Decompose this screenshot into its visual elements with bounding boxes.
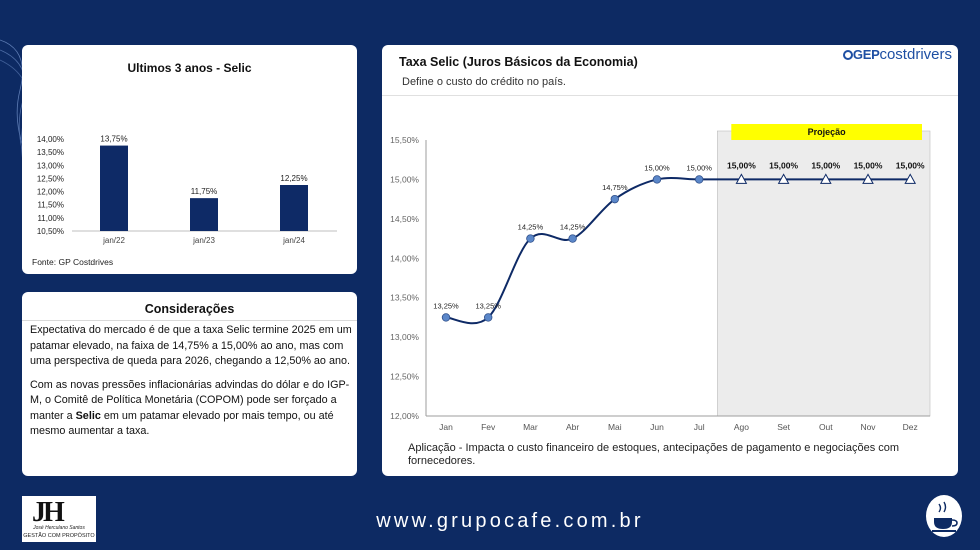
main-y-tick-label: 14,00% (390, 253, 419, 263)
data-point (610, 194, 619, 204)
main-point-value-label: 13,25% (433, 301, 459, 310)
considerations-paragraph-2: Com as novas pressões inflacionárias adv… (30, 378, 352, 440)
main-point-value-label: 15,00% (727, 160, 756, 170)
historic-selic-card: Ultimos 3 anos - Selic 14,00% 13,50% 13,00… (22, 45, 357, 274)
main-y-tick-label: 14,50% (390, 214, 419, 224)
main-x-tick-label: Out (819, 422, 833, 432)
projection-point (819, 173, 832, 184)
hist-y-tick-label: 11,00% (37, 214, 64, 223)
hist-x-tick-label: jan/24 (282, 236, 305, 245)
main-point-value-label: 15,00% (896, 160, 925, 170)
logo-costdrivers-text: costdrivers (879, 46, 952, 63)
hist-bar (280, 185, 308, 231)
jh-logo-tagline: GESTÃO COM PROPÓSITO (23, 533, 95, 539)
hist-bar-value-label: 13,75% (100, 135, 127, 144)
main-point-value-label: 15,00% (811, 160, 840, 170)
projection-point (735, 173, 748, 184)
main-x-tick-label: Jun (650, 422, 664, 432)
main-x-tick-label: Ago (734, 422, 749, 432)
coffee-cup-logo-icon (926, 495, 962, 537)
gep-logo-icon (842, 50, 853, 60)
main-x-tick-label: Mai (608, 422, 622, 432)
hist-bar-value-label: 11,75% (191, 187, 218, 196)
hist-source-text: Fonte: GP Costdrives (32, 257, 114, 267)
main-y-tick-label: 15,50% (390, 135, 419, 145)
main-point-value-label: 14,25% (560, 223, 586, 232)
main-y-tick-label: 15,00% (390, 174, 419, 184)
main-y-tick-label: 13,00% (390, 332, 419, 342)
main-x-tick-label: Set (777, 422, 790, 432)
considerations-p2-bold: Selic (75, 409, 101, 422)
main-divider (382, 95, 958, 96)
hist-y-tick-label: 14,00% (37, 135, 64, 144)
data-point (526, 234, 535, 243)
main-x-tick-label: Nov (860, 422, 876, 432)
main-x-tick-label: Jan (439, 422, 453, 432)
selic-main-card: Taxa Selic (Juros Básicos da Economia) D… (382, 45, 958, 476)
selic-line-chart: Projeção 15,50% 15,00% 14,50% 14,00% 13,50% 1… (390, 124, 931, 432)
hist-y-tick-label: 10,50% (37, 227, 64, 236)
hist-bar-value-label: 12,25% (280, 174, 307, 183)
main-x-tick-label: Dez (903, 422, 918, 432)
main-x-tick-label: Mar (523, 422, 538, 432)
main-point-value-label: 15,00% (854, 160, 883, 170)
considerations-divider (22, 320, 357, 321)
data-point (695, 175, 704, 184)
hist-y-tick-label: 12,50% (37, 174, 64, 183)
main-y-tick-label: 12,00% (390, 411, 419, 421)
hist-bar (190, 198, 218, 231)
data-point (483, 313, 493, 322)
main-application-text: Aplicação - Impacta o custo financeiro d… (408, 442, 900, 467)
hist-y-tick-label: 12,00% (37, 188, 64, 197)
projection-area (716, 130, 931, 417)
footer-url: www.grupocafe.com.br (376, 510, 644, 532)
considerations-paragraph-1: Expectativa do mercado é de que a taxa S… (30, 324, 352, 367)
main-point-value-label: 15,00% (644, 163, 670, 172)
hist-chart-title: Ultimos 3 anos - Selic (127, 61, 252, 75)
considerations-body: Expectativa do mercado é de que a taxa S… (30, 323, 352, 440)
hist-y-tick-label: 11,50% (37, 201, 64, 210)
main-point-value-label: 15,00% (686, 163, 712, 172)
data-point (441, 313, 451, 322)
hist-x-tick-label: jan/22 (102, 236, 125, 245)
logo-gep-text: GEP (852, 47, 880, 62)
projection-label-box (731, 124, 922, 140)
data-point (568, 234, 577, 243)
gep-costdrivers-logo: GEPcostdrivers (842, 46, 952, 63)
hist-y-tick-label: 13,50% (37, 148, 64, 157)
main-x-tick-label: Abr (566, 422, 579, 432)
considerations-p2-after: em um patamar elevado por mais tempo, ou… (30, 409, 334, 438)
main-point-value-label: 14,75% (602, 183, 628, 192)
main-point-value-label: 15,00% (769, 160, 798, 170)
considerations-p2-before: Com as novas pressões inflacionárias adv… (30, 378, 350, 422)
jh-logo-mark: JH (32, 497, 65, 528)
jh-logo: JH José Herculano Santos GESTÃO COM PROP… (22, 496, 96, 542)
projection-point (904, 173, 917, 184)
considerations-title: Considerações (144, 302, 235, 316)
main-point-value-label: 14,25% (518, 223, 544, 232)
considerations-card: Considerações Expectativa do mercado é d… (22, 292, 357, 476)
projection-point (862, 173, 874, 184)
main-x-tick-label: Fev (481, 422, 496, 432)
main-chart-title: Taxa Selic (Juros Básicos da Economia) (399, 55, 638, 69)
projection-point (777, 173, 790, 184)
hist-x-tick-label: jan/23 (192, 236, 215, 245)
hist-bar-chart: 14,00% 13,50% 13,00% 12,50% 12,00% 11,50% 11,0… (37, 135, 337, 245)
hist-bar (100, 145, 128, 231)
data-point (652, 175, 662, 184)
hist-y-tick-label: 13,00% (37, 161, 64, 170)
jh-logo-name: José Herculano Santos (33, 525, 85, 531)
main-y-tick-label: 12,50% (390, 372, 419, 382)
main-x-tick-label: Jul (694, 422, 705, 432)
main-chart-subtitle: Define o custo do crédito no país. (402, 76, 566, 88)
main-y-tick-label: 13,50% (390, 293, 419, 303)
main-point-value-label: 13,25% (475, 301, 501, 310)
projection-label: Projeção (808, 127, 847, 137)
